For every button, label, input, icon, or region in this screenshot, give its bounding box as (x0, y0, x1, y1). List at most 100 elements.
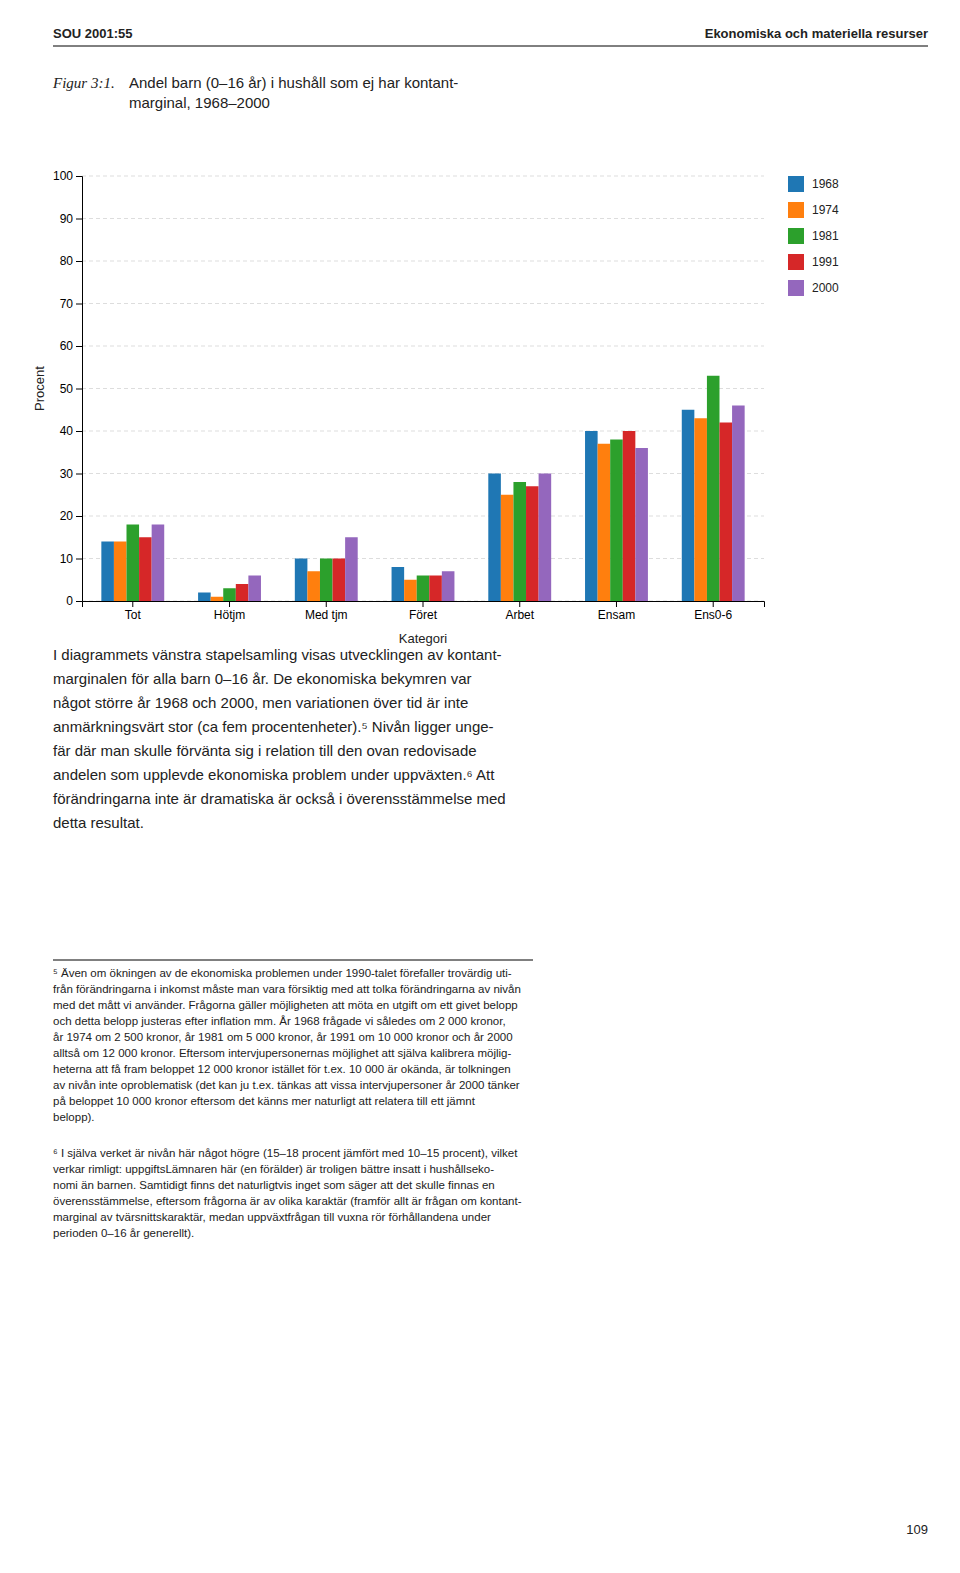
bar (707, 376, 720, 601)
footnote-line: och detta belopp justeras efter inflatio… (53, 1015, 506, 1027)
footnote-line: år 1974 om 2 500 kronor, år 1981 om 5 00… (53, 1031, 513, 1043)
body-text-line: något större år 1968 och 2000, men varia… (53, 694, 468, 711)
bar (126, 525, 139, 602)
footnote: ⁵ Även om ökningen av de ekonomiska prob… (53, 967, 521, 1123)
bar (139, 537, 152, 601)
bar-series (139, 423, 732, 602)
bar (635, 448, 648, 601)
y-tick: 10 (60, 552, 82, 566)
legend-swatch (788, 176, 804, 192)
grid (82, 176, 764, 601)
tick-mark (326, 601, 327, 607)
tick-label: Föret (409, 608, 438, 622)
tick-mark (76, 346, 82, 347)
tick-mark (76, 474, 82, 475)
bar (101, 542, 114, 602)
chart: 0102030405060708090100TotHötjmMed tjmFör… (32, 169, 839, 646)
y-tick: 60 (60, 339, 82, 353)
footnote-line: heterna att få fram beloppet 12 000 kron… (53, 1063, 511, 1075)
grid-line (82, 346, 764, 347)
footnote-line: perioden 0–16 år generellt). (53, 1227, 194, 1239)
y-tick: 40 (60, 424, 82, 438)
x-tick: Hötjm (214, 601, 245, 622)
grid-line (82, 473, 764, 474)
bar (333, 559, 346, 602)
body-text-line: andelen som upplevde ekonomiska problem … (53, 766, 495, 783)
chart-title: Andel barn (0–16 år) i hushåll som ej ha… (129, 74, 458, 111)
header-left-line: SOU 2001:55 (53, 26, 133, 41)
tick-label: 40 (60, 424, 74, 438)
tick-label: 50 (60, 382, 74, 396)
tick-label: Ensam (598, 608, 635, 622)
footnote-line: från förändringarna i inkomst måste man … (53, 983, 521, 995)
tick-mark (76, 176, 82, 177)
bar-series (101, 410, 694, 601)
tick-mark (423, 601, 424, 607)
legend-swatch (788, 202, 804, 218)
tick-mark (76, 516, 82, 517)
tick-mark (76, 431, 82, 432)
y-tick: 0 (66, 594, 82, 608)
y-tick: 100 (53, 169, 82, 183)
header-right: Ekonomiska och materiella resurser (705, 26, 928, 41)
y-tick: 80 (60, 254, 82, 268)
x-tick: Tot (125, 601, 142, 622)
page-number-line: 109 (906, 1522, 928, 1537)
bar (682, 410, 695, 601)
bar (585, 431, 598, 601)
x-tick: Föret (409, 601, 438, 622)
legend-swatch (788, 254, 804, 270)
tick-mark (76, 389, 82, 390)
body-text: I diagrammets vänstra stapelsamling visa… (53, 646, 506, 831)
footnote-line: ⁶ I själva verket är nivån här något hög… (53, 1147, 518, 1159)
x-tick: Arbet (505, 601, 534, 622)
tick-mark (229, 601, 230, 607)
grid-line (82, 388, 764, 389)
bar (417, 576, 430, 602)
body-text-line: förändringarna inte är dramatiska är ock… (53, 790, 506, 807)
footnote-line: på beloppet 10 000 kronor eftersom det k… (53, 1095, 476, 1107)
tick-mark (713, 601, 714, 607)
footnote-line: av nivån inte oproblematisk (det kan ju … (53, 1079, 520, 1091)
footnote-line: nomi än barnen. Samtidigt finns det natu… (53, 1179, 495, 1191)
footnote-line: verkar rimligt: uppgiftsLämnaren här (en… (53, 1163, 494, 1175)
axis-line (76, 177, 83, 602)
bar (732, 406, 745, 602)
footnote-line: överensstämmelse, eftersom frågorna är a… (53, 1195, 522, 1207)
header-right-line: Ekonomiska och materiella resurser (705, 26, 928, 41)
legend-label: 2000 (812, 281, 839, 295)
tick-mark (519, 601, 520, 607)
bar (295, 559, 308, 602)
tick-mark (76, 219, 82, 220)
footnote-line: med det mått vi använder. Frågorna gälle… (53, 999, 518, 1011)
tick-label: Ens0-6 (694, 608, 732, 622)
tick-mark (76, 559, 82, 560)
tick-label: Hötjm (214, 608, 245, 622)
tick-label: 70 (60, 297, 74, 311)
tick-mark (616, 601, 617, 607)
legend-label: 1991 (812, 255, 839, 269)
bar (598, 444, 611, 601)
legend-label: 1968 (812, 177, 839, 191)
axis-line (83, 602, 765, 608)
x-tick: Ensam (598, 601, 635, 622)
bar (152, 525, 165, 602)
tick-label: 20 (60, 509, 74, 523)
figure-label: Figur 3:1. (52, 75, 115, 91)
x-axis: Tot Hötjm Med tjm Föret Arbet Ensam Ens0-6 (83, 601, 765, 622)
bars (101, 376, 744, 601)
tick-label: Med tjm (305, 608, 348, 622)
legend-item: 1981 (788, 228, 839, 244)
bar (526, 486, 539, 601)
bar-series (152, 406, 745, 602)
bar (236, 584, 249, 601)
grid-line (82, 431, 764, 432)
y-axis-title: Procent (32, 366, 47, 411)
bar (720, 423, 733, 602)
bar (307, 571, 320, 601)
legend-label: 1981 (812, 229, 839, 243)
y-tick: 30 (60, 467, 82, 481)
bar (694, 418, 707, 601)
legend-item: 1968 (788, 176, 839, 192)
tick-mark (76, 304, 82, 305)
